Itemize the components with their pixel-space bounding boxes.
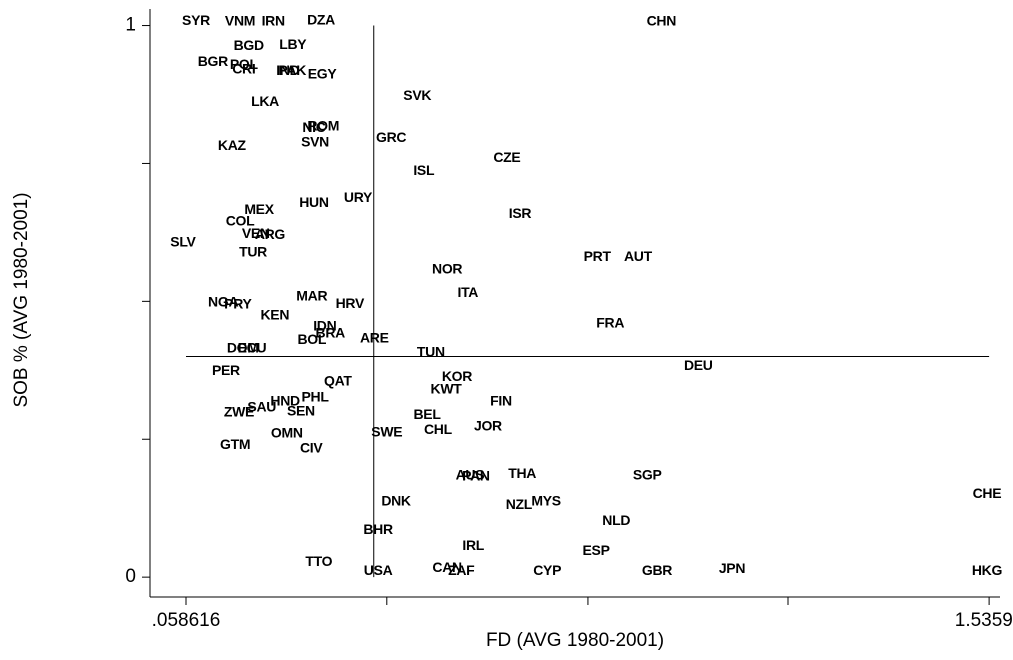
x-tick-label: 1.53596 (955, 610, 1013, 631)
point-label: ARE (360, 330, 389, 346)
point-label: MYS (531, 492, 560, 508)
point-label: KAZ (218, 137, 247, 153)
point-label: QAT (324, 373, 352, 389)
point-label: PAN (462, 467, 490, 483)
point-label: MEX (244, 201, 274, 217)
point-label: OMN (271, 424, 303, 440)
point-label: GBR (642, 562, 672, 578)
point-label: PAK (278, 62, 306, 78)
x-tick-label: .058616 (152, 610, 221, 631)
point-label: TTO (305, 553, 332, 569)
point-label: NZL (506, 496, 533, 512)
y-tick-label: 0 (125, 566, 136, 587)
point-label: SLV (170, 234, 196, 250)
point-label: SVK (403, 87, 431, 103)
point-label: IRN (262, 12, 285, 28)
point-label: ISL (413, 162, 435, 178)
point-label: TUR (239, 244, 267, 260)
point-label: SWE (371, 423, 402, 439)
point-label: IRL (462, 537, 484, 553)
point-label: KEN (260, 306, 289, 322)
point-label: LBY (279, 36, 307, 52)
point-label: HND (270, 392, 300, 408)
point-label: GRC (376, 129, 406, 145)
point-label: CYP (533, 562, 561, 578)
point-label: CZE (493, 149, 520, 165)
point-label: POL (230, 56, 259, 72)
point-label: CHL (424, 421, 453, 437)
point-label: FIN (490, 392, 512, 408)
point-label: VNM (225, 12, 255, 28)
point-label: URY (344, 189, 373, 205)
point-label: LKA (251, 93, 279, 109)
point-label: BHR (363, 521, 393, 537)
point-label: THA (508, 465, 536, 481)
point-label: DOM (227, 339, 259, 355)
point-label: VEN (242, 225, 270, 241)
point-label: COL (226, 213, 255, 229)
point-label: SYR (182, 12, 210, 28)
point-label: HRV (336, 295, 365, 311)
point-label: ZWE (224, 403, 254, 419)
point-label: BEL (413, 406, 441, 422)
point-label: SEN (287, 402, 315, 418)
point-label: BGR (198, 53, 228, 69)
point-label: NOR (432, 261, 462, 277)
point-label: IDN (313, 317, 336, 333)
point-label: ESP (583, 542, 610, 558)
point-label: IND (276, 62, 299, 78)
point-label: KOR (442, 368, 472, 384)
y-axis-title: SOB % (AVG 1980-2001) (11, 192, 32, 407)
point-label: TUN (417, 343, 445, 359)
point-label: JPN (719, 560, 746, 576)
point-label: BRA (316, 325, 346, 341)
point-label: ITA (457, 284, 478, 300)
point-label: FRA (596, 315, 624, 331)
point-label: BOL (297, 331, 326, 347)
point-label: MAR (296, 288, 327, 304)
point-label: SGP (633, 466, 662, 482)
point-label: DZA (307, 11, 335, 27)
point-label: DNK (381, 492, 411, 508)
x-axis-title: FD (AVG 1980-2001) (486, 630, 664, 651)
point-label: ROM (307, 118, 339, 134)
point-label: GTM (220, 436, 250, 452)
point-label: SAU (247, 399, 276, 415)
point-label: JOR (474, 417, 502, 433)
point-label: CIV (300, 439, 323, 455)
point-label: AUT (624, 248, 653, 264)
point-label: NLD (602, 512, 630, 528)
y-tick-label: 1 (125, 15, 136, 36)
point-label: CHN (647, 12, 677, 28)
point-label: EGY (308, 65, 338, 81)
point-label: PRY (224, 295, 252, 311)
point-label: CAN (432, 559, 462, 575)
point-label: USA (364, 562, 393, 578)
point-label: PRT (584, 248, 612, 264)
point-label: NIC (302, 119, 325, 135)
point-label: ECU (238, 339, 267, 355)
point-label: HKG (972, 562, 1003, 578)
point-label: PER (212, 362, 240, 378)
point-label: AUS (456, 466, 485, 482)
point-label: PHL (301, 389, 329, 405)
point-label: DEU (684, 357, 713, 373)
point-label: HUN (299, 194, 329, 210)
point-label: KWT (431, 380, 463, 396)
point-label: SVN (301, 134, 329, 150)
point-label: ZAF (448, 562, 475, 578)
point-label: CRI (232, 60, 255, 76)
point-label: ARG (255, 226, 286, 242)
point-label: NGA (208, 294, 238, 310)
point-label: ISR (509, 205, 532, 221)
point-label: CHE (973, 485, 1002, 501)
point-label: BGD (234, 37, 264, 53)
